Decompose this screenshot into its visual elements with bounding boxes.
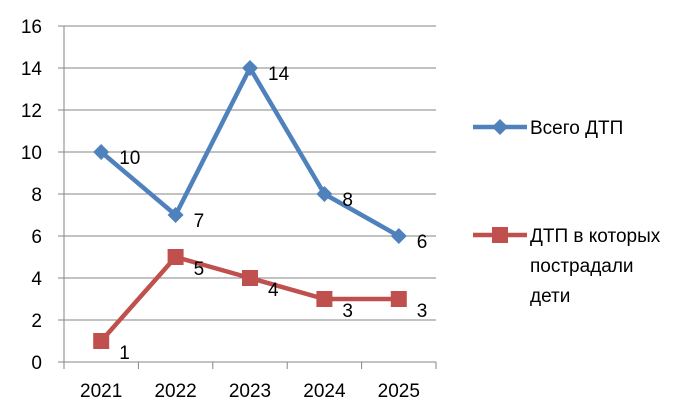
y-tick-label: 6 (31, 227, 42, 248)
x-tick-label: 2024 (303, 381, 346, 402)
y-tick-label: 4 (31, 269, 42, 290)
y-tick-label: 12 (21, 101, 42, 122)
y-tick-label: 8 (31, 185, 42, 206)
data-point-square (242, 270, 258, 286)
y-axis-tick-labels: 0 2 4 6 8 10 12 14 16 (21, 17, 43, 374)
data-point-square (93, 333, 110, 349)
x-axis-tick-labels: 2021 2022 2023 2024 2025 (80, 381, 420, 402)
axes (58, 25, 437, 369)
data-label: 14 (268, 64, 290, 85)
data-label: 3 (417, 301, 428, 322)
x-tick-label: 2025 (378, 381, 420, 402)
data-point-square (167, 249, 184, 265)
y-tick-label: 2 (31, 311, 42, 332)
data-label: 6 (417, 232, 428, 253)
data-point-diamond (390, 228, 407, 244)
legend-label: ДТП в которых (530, 226, 661, 247)
data-point-diamond (316, 186, 333, 202)
data-label: 1 (119, 343, 130, 364)
y-tick-label: 16 (21, 17, 42, 38)
y-tick-label: 0 (31, 353, 42, 374)
data-point-square (390, 291, 407, 307)
y-tick-label: 14 (21, 59, 43, 80)
series-line (99, 254, 399, 343)
data-point-diamond (167, 207, 184, 223)
legend-label: дети (530, 286, 570, 307)
x-tick-label: 2022 (154, 381, 196, 402)
data-label: 8 (342, 190, 353, 211)
data-point-diamond (492, 119, 508, 135)
data-point-square (316, 291, 333, 307)
data-label: 3 (342, 301, 353, 322)
data-label: 5 (194, 259, 205, 280)
data-label: 4 (268, 280, 279, 301)
data-point-diamond (242, 60, 258, 76)
data-point-square (492, 227, 508, 243)
data-labels: 10 7 14 8 6 1 5 4 3 3 (119, 64, 427, 364)
data-series (93, 60, 407, 349)
legend: Всего ДТП ДТП в которых пострадали дети (473, 118, 661, 307)
legend-label: Всего ДТП (530, 118, 623, 139)
gridlines (64, 25, 436, 321)
data-label: 10 (119, 148, 140, 169)
x-tick-label: 2021 (80, 381, 122, 402)
x-tick-label: 2023 (229, 381, 271, 402)
legend-label: пострадали (530, 256, 634, 277)
y-tick-label: 10 (21, 143, 42, 164)
data-point-diamond (93, 144, 110, 160)
data-label: 7 (194, 211, 205, 232)
